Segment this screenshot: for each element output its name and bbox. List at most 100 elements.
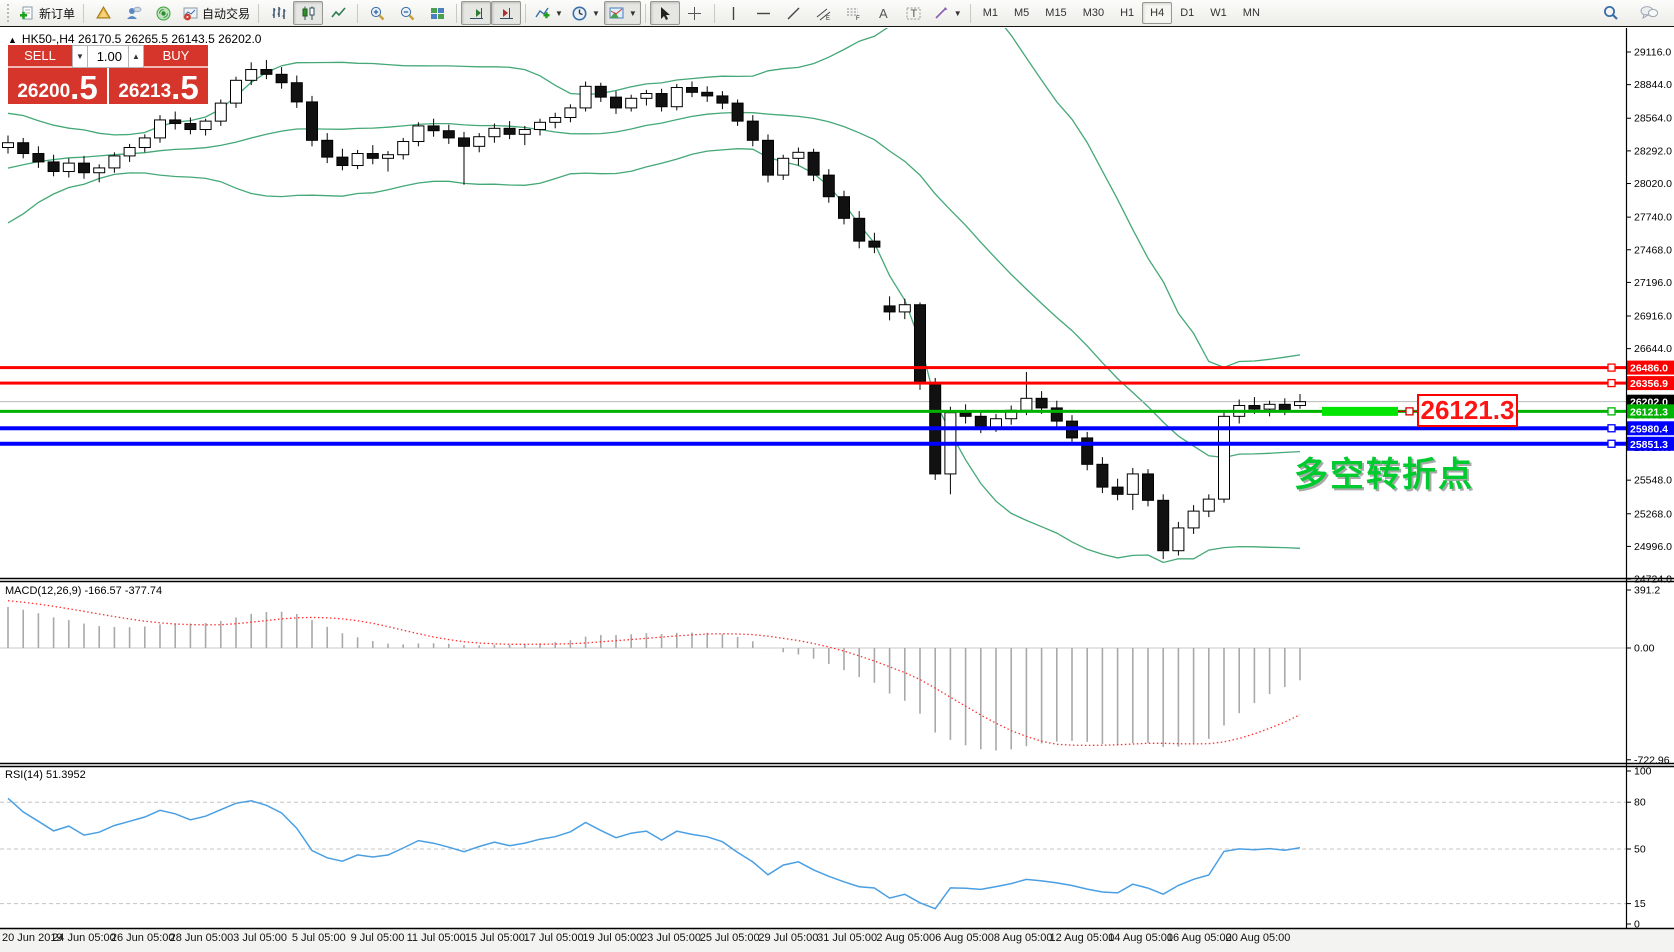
price-callout-label[interactable]: 26121.3 — [1417, 394, 1518, 427]
price-badge-bg — [1627, 421, 1674, 436]
hline-bar[interactable] — [0, 441, 1626, 446]
deposit-button[interactable] — [88, 1, 118, 25]
zoom-in-button[interactable] — [362, 1, 392, 25]
text-icon: A — [879, 6, 888, 21]
vertical-line-button[interactable] — [719, 1, 749, 25]
community-button[interactable] — [118, 1, 148, 25]
candle-bearish — [366, 153, 379, 159]
price-tick-label: 24996.0 — [1634, 541, 1672, 553]
crosshair-button[interactable] — [680, 1, 710, 25]
tab-timeframe-H1[interactable]: H1 — [1120, 7, 1135, 19]
hline-handle[interactable] — [1607, 407, 1616, 416]
price-badge-26356.9: 26356.9 — [1627, 376, 1674, 391]
candle-bullish — [382, 154, 394, 159]
indicators-button[interactable]: ▼ — [530, 1, 567, 25]
price-badge-25851.3: 25851.3 — [1627, 436, 1674, 451]
new-order-button[interactable]: 新订单 — [15, 1, 79, 25]
tab-timeframe-M30[interactable]: M30 — [1082, 7, 1105, 19]
candle-bearish — [1050, 407, 1063, 422]
trade-level-highlight[interactable] — [1322, 406, 1398, 416]
candle-bearish — [306, 101, 318, 141]
chart-shift-button[interactable] — [491, 1, 522, 25]
hline-bar[interactable] — [0, 366, 1626, 370]
text-button[interactable]: A — [869, 1, 899, 25]
time-axis-label: 24 Jun 05:00 — [52, 932, 116, 944]
text-label-button[interactable]: T — [899, 1, 929, 25]
splitter-main-macd[interactable] — [0, 577, 1674, 583]
tile-windows-button[interactable] — [422, 1, 452, 25]
candle-bullish — [351, 153, 364, 167]
candle-bullish — [1202, 498, 1215, 512]
price-tick-label: 27740.0 — [1634, 212, 1672, 224]
buy-price-main: 26213 — [118, 81, 172, 102]
candle-bearish — [762, 139, 774, 176]
tab-timeframe-D1[interactable]: D1 — [1180, 7, 1195, 19]
chat-button[interactable] — [1634, 1, 1664, 25]
hline-25851.3[interactable] — [0, 439, 1626, 448]
candle-bearish — [442, 130, 455, 139]
zoom-out-button[interactable] — [392, 1, 422, 25]
rsi-axis[interactable]: 100 80 50 15 0 — [1626, 766, 1652, 931]
trendline-button[interactable] — [779, 1, 809, 25]
price-badge-bg — [1627, 376, 1674, 391]
hline-bar[interactable] — [0, 426, 1626, 431]
toolbar-grip[interactable] — [7, 4, 12, 22]
hline-26356.9[interactable] — [0, 378, 1626, 388]
hline-handle[interactable] — [1607, 363, 1616, 372]
hline-bar[interactable] — [0, 409, 1626, 413]
time-axis-label: 29 Jul 05:00 — [758, 932, 819, 944]
volume-input[interactable]: 1.00 — [88, 45, 128, 68]
line-chart-button[interactable] — [323, 1, 353, 25]
signals-button[interactable] — [148, 1, 178, 25]
buy-button[interactable]: BUY — [144, 45, 208, 68]
auto-scroll-icon — [469, 7, 483, 19]
periods-button[interactable]: ▼ — [567, 1, 604, 25]
arrows-button[interactable]: ▼ — [929, 1, 966, 25]
volume-decrease-button[interactable]: ▼ — [72, 45, 88, 68]
tab-timeframe-M15[interactable]: M15 — [1045, 7, 1067, 19]
tab-timeframe-M1[interactable]: M1 — [982, 7, 998, 19]
buy-price-button[interactable]: 26213.5 — [109, 68, 208, 104]
sell-button[interactable]: SELL — [8, 45, 72, 68]
candle-bullish — [488, 127, 501, 138]
price-tick-label: 24724.0 — [1634, 574, 1672, 586]
cursor-button[interactable] — [649, 1, 680, 25]
splitter-macd-rsi[interactable] — [0, 762, 1674, 768]
templates-button[interactable]: ▼ — [603, 1, 641, 25]
time-axis-label: 8 Aug 05:00 — [993, 932, 1053, 944]
horizontal-line-button[interactable] — [749, 1, 779, 25]
hline-26486.0[interactable] — [0, 363, 1626, 372]
tab-timeframe-W1[interactable]: W1 — [1210, 7, 1227, 19]
tab-timeframe-H4[interactable]: H4 — [1142, 2, 1173, 24]
equidistant-channel-button[interactable]: E — [809, 1, 839, 25]
hline-bar[interactable] — [0, 381, 1626, 385]
candle-bullish — [214, 102, 227, 122]
hline-25980.4[interactable] — [0, 424, 1626, 433]
bar-chart-button[interactable] — [263, 1, 293, 25]
autotrading-button[interactable]: 自动交易 — [178, 1, 254, 25]
auto-scroll-button[interactable] — [461, 1, 492, 25]
sell-price-button[interactable]: 26200.5 — [8, 68, 107, 104]
hline-26121.3[interactable] — [0, 407, 1626, 416]
volume-increase-button[interactable]: ▲ — [128, 45, 144, 68]
hline-handle[interactable] — [1607, 378, 1616, 388]
separator — [969, 3, 971, 23]
time-axis[interactable]: 20 Jun 2019 24 Jun 05:00 26 Jun 05:00 28 Ju… — [0, 930, 1626, 952]
chart-annotation-text[interactable]: 多空转折点 — [1294, 456, 1474, 494]
tab-timeframe-M5[interactable]: M5 — [1014, 7, 1030, 19]
search-button[interactable] — [1596, 1, 1626, 25]
fibonacci-button[interactable]: F — [839, 1, 869, 25]
candle-bullish — [534, 121, 546, 131]
timeframe-group: M1 M5 M15 M30 H1 H4 D1 W1 MN — [975, 2, 1268, 24]
price-badge-bg — [1627, 404, 1674, 419]
hline-handle[interactable] — [1607, 439, 1616, 448]
label-anchor-handle[interactable] — [1405, 407, 1414, 416]
one-click-collapse-icon[interactable]: ▲ — [8, 35, 17, 45]
tab-timeframe-MN[interactable]: MN — [1242, 7, 1260, 19]
hline-handle[interactable] — [1607, 424, 1616, 433]
candle-bearish — [17, 142, 30, 155]
candlestick-chart-button[interactable] — [293, 1, 324, 25]
candle-bullish — [625, 97, 638, 109]
